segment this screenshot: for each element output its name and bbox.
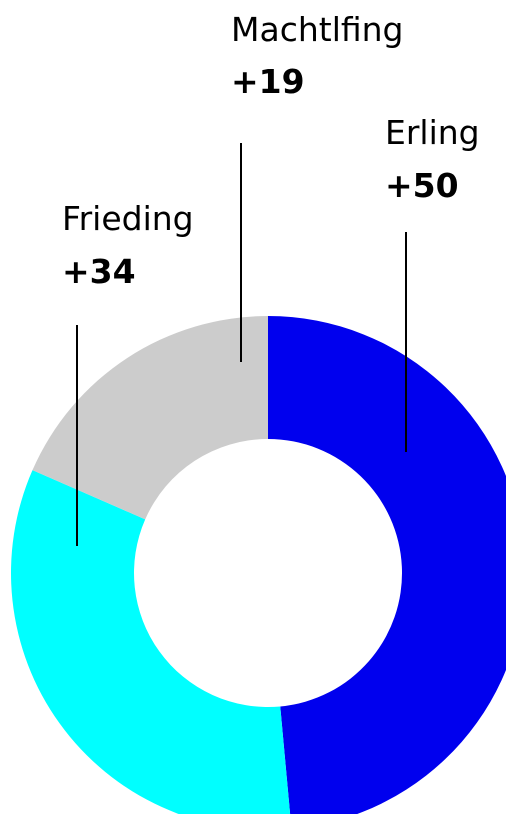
label-erling-value: +50 bbox=[385, 166, 459, 205]
slice-erling bbox=[268, 316, 506, 814]
label-machtlfing-name: Machtlfing bbox=[231, 10, 404, 49]
slice-labels: Erling +50 Frieding +34 Machtlfing +19 bbox=[62, 10, 480, 546]
donut-slices bbox=[11, 316, 506, 814]
slice-frieding bbox=[11, 470, 291, 814]
label-frieding-value: +34 bbox=[62, 252, 136, 291]
slice-machtlfing bbox=[32, 316, 268, 520]
label-erling-name: Erling bbox=[385, 113, 480, 152]
label-machtlfing-value: +19 bbox=[231, 62, 305, 101]
label-frieding-name: Frieding bbox=[62, 199, 194, 238]
